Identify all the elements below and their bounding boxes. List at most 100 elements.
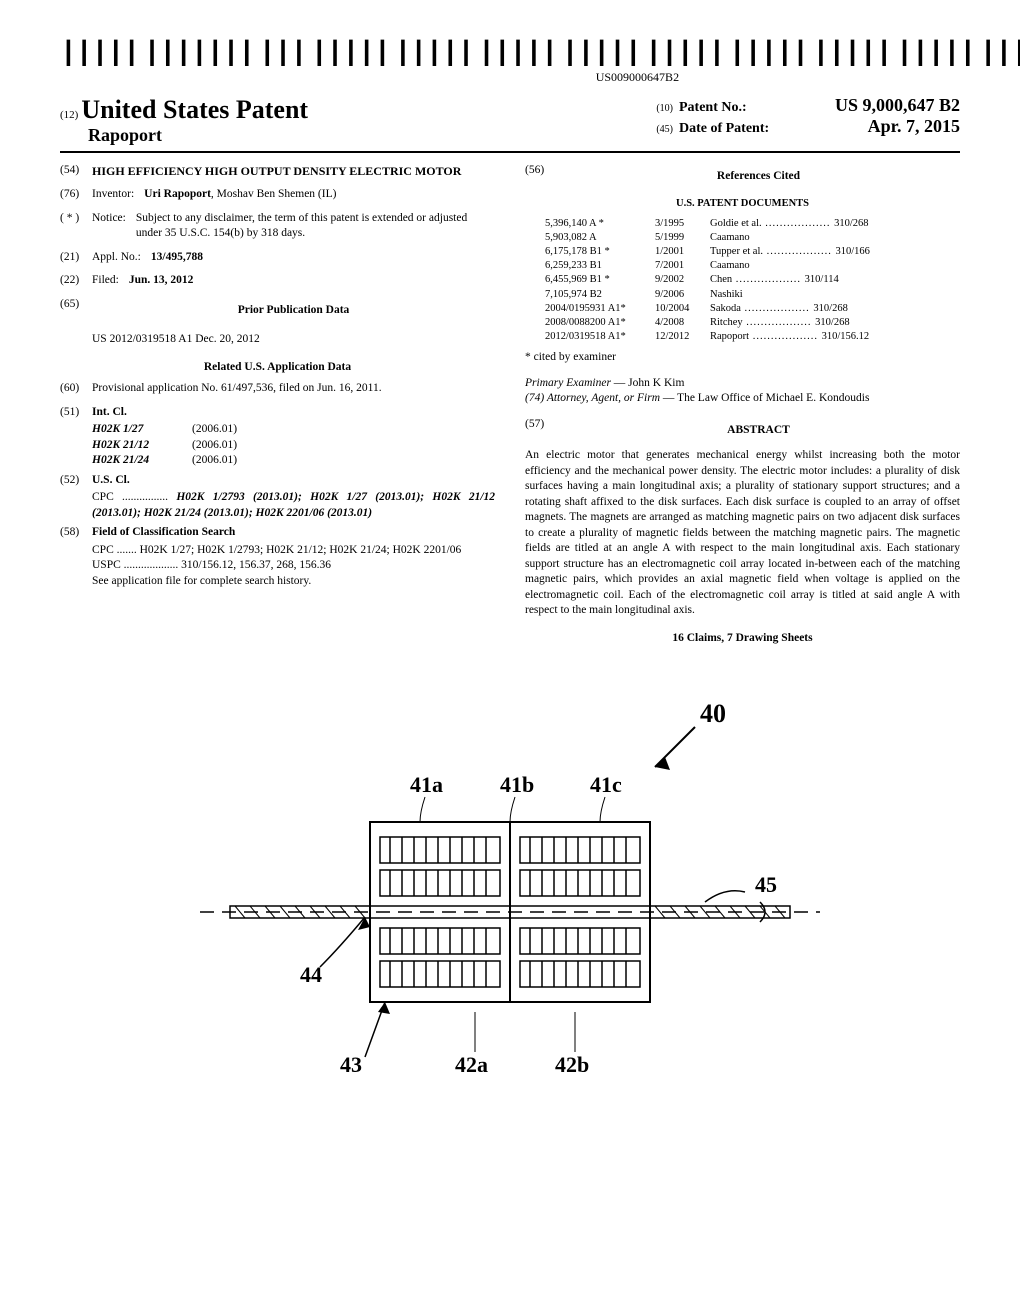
- inventor-label: Inventor:: [92, 187, 134, 203]
- invention-title: HIGH EFFICIENCY HIGH OUTPUT DENSITY ELEC…: [92, 163, 495, 179]
- field-57: (57) ABSTRACT: [525, 417, 960, 445]
- code-21: (21): [60, 250, 92, 266]
- inventor-surname: Rapoport: [88, 125, 308, 146]
- code-56: (56): [525, 163, 557, 191]
- ref-date: 1/2001: [655, 245, 710, 259]
- ref-date: 10/2004: [655, 302, 710, 316]
- date-value: Apr. 7, 2015: [868, 116, 960, 137]
- ref-num: 5,396,140 A *: [545, 217, 655, 231]
- ref-name-text: Goldie et al.: [710, 218, 762, 229]
- intcl-code: H02K 21/12: [92, 438, 192, 454]
- ref-43: 43: [340, 1052, 362, 1077]
- notice-label: Notice:: [92, 211, 126, 242]
- ref-cls: 310/268: [834, 218, 868, 229]
- code-60: (60): [60, 381, 92, 397]
- ref-cls: 310/114: [805, 274, 839, 285]
- figure-area: 40 41a 41b 41c: [60, 692, 960, 1116]
- ref-row: 6,175,178 B1 *1/2001Tupper et al.310/166: [545, 245, 960, 259]
- intcl-row: H02K 21/12(2006.01): [92, 438, 495, 454]
- patent-header: (12) United States Patent Rapoport (10) …: [60, 95, 960, 146]
- code-65: (65): [60, 297, 92, 325]
- code-57: (57): [525, 417, 557, 445]
- right-column: (56) References Cited U.S. PATENT DOCUME…: [525, 163, 960, 652]
- field-58: (58) Field of Classification Search: [60, 525, 495, 541]
- body-columns: (54) HIGH EFFICIENCY HIGH OUTPUT DENSITY…: [60, 163, 960, 652]
- ref-41b: 41b: [500, 772, 534, 797]
- ref-date: 7/2001: [655, 259, 710, 273]
- ref-42a: 42a: [455, 1052, 488, 1077]
- intcl-code: H02K 21/24: [92, 453, 192, 469]
- ref-row: 7,105,974 B29/2006Nashiki: [545, 288, 960, 302]
- barcode-bars: ||||| ||||||| ||| ||||| ||||| ||||| ||||…: [60, 40, 1020, 68]
- claims-line: 16 Claims, 7 Drawing Sheets: [525, 631, 960, 647]
- ref-num: 2012/0319518 A1*: [545, 330, 655, 344]
- search-note: See application file for complete search…: [92, 574, 495, 590]
- ref-row: 5,903,082 A5/1999Caamano: [545, 231, 960, 245]
- ref-name: Ritchey310/268: [710, 316, 960, 330]
- header-right: (10) Patent No.: US 9,000,647 B2 (45) Da…: [656, 95, 960, 137]
- patent-figure: 40 41a 41b 41c: [200, 692, 820, 1112]
- ref-num: 6,175,178 B1 *: [545, 245, 655, 259]
- ref-name: Caamano: [710, 231, 960, 245]
- patent-no-value: US 9,000,647 B2: [835, 95, 960, 116]
- ref-name: Rapoport 310/156.12: [710, 330, 960, 344]
- field-51: (51) Int. Cl.: [60, 405, 495, 421]
- priorpub-heading: Prior Publication Data: [92, 303, 495, 319]
- inventor-name: Uri Rapoport: [144, 188, 211, 200]
- intcl-label: Int. Cl.: [92, 405, 495, 421]
- ref-dots: [749, 331, 822, 342]
- ref-date: 9/2006: [655, 288, 710, 302]
- appl-label: Appl. No.:: [92, 250, 141, 266]
- ref-name-text: Tupper et al.: [710, 246, 763, 257]
- related-heading: Related U.S. Application Data: [60, 360, 495, 376]
- field-76: (76) Inventor: Uri Rapoport, Moshav Ben …: [60, 187, 495, 203]
- code-10: (10): [656, 103, 673, 114]
- ref-name-text: Rapoport: [710, 331, 749, 342]
- filed-value: Jun. 13, 2012: [129, 273, 495, 289]
- code-76: (76): [60, 187, 92, 203]
- ref-row: 2008/0088200 A1*4/2008Ritchey310/268: [545, 316, 960, 330]
- field-56: (56) References Cited: [525, 163, 960, 191]
- search-label: Field of Classification Search: [92, 525, 495, 541]
- examiner-label: Primary Examiner: [525, 377, 611, 389]
- code-22: (22): [60, 273, 92, 289]
- uscl-label: U.S. Cl.: [92, 473, 495, 489]
- date-label: Date of Patent:: [679, 121, 829, 137]
- code-52: (52): [60, 473, 92, 489]
- intcl-row: H02K 1/27(2006.01): [92, 422, 495, 438]
- ref-cls: 310/156.12: [822, 331, 870, 342]
- ref-45: 45: [755, 872, 777, 897]
- ref-name: Sakoda310/268: [710, 302, 960, 316]
- ref-name: Tupper et al.310/166: [710, 245, 960, 259]
- intcl-row: H02K 21/24(2006.01): [92, 453, 495, 469]
- ref-44: 44: [300, 962, 322, 987]
- country-patent-title: United States Patent: [81, 95, 308, 124]
- search-uspc: USPC ................... 310/156.12, 156…: [92, 558, 495, 574]
- refs-table: 5,396,140 A *3/1995Goldie et al.310/268 …: [545, 217, 960, 345]
- barcode: ||||| ||||||| ||| ||||| ||||| ||||| ||||…: [60, 40, 1020, 85]
- cited-note: * cited by examiner: [525, 350, 960, 366]
- ref-dots: [762, 218, 835, 229]
- ref-num: 2004/0195931 A1*: [545, 302, 655, 316]
- ref-num: 6,259,233 B1: [545, 259, 655, 273]
- filed-label: Filed:: [92, 273, 119, 289]
- code-58: (58): [60, 525, 92, 541]
- intcl-year: (2006.01): [192, 438, 237, 454]
- ref-cls: 310/268: [815, 317, 849, 328]
- field-22: (22) Filed: Jun. 13, 2012: [60, 273, 495, 289]
- ref-row: 2012/0319518 A1*12/2012Rapoport310/156.1…: [545, 330, 960, 344]
- cpc-block: CPC ................ H02K 1/2793 (2013.0…: [92, 490, 495, 521]
- cpc-lead: ................: [122, 491, 168, 503]
- barcode-section: ||||| ||||||| ||| ||||| ||||| ||||| ||||…: [60, 40, 960, 85]
- inventor-content: Uri Rapoport, Moshav Ben Shemen (IL): [144, 187, 495, 203]
- ref-42b: 42b: [555, 1052, 589, 1077]
- ref-40: 40: [700, 699, 726, 728]
- refs-sub: U.S. PATENT DOCUMENTS: [525, 197, 960, 211]
- ref-name: Caamano: [710, 259, 960, 273]
- ref-name-text: Sakoda: [710, 303, 741, 314]
- notice-text: Subject to any disclaimer, the term of t…: [136, 211, 495, 242]
- intcl-year: (2006.01): [192, 453, 237, 469]
- header-left: (12) United States Patent Rapoport: [60, 95, 308, 146]
- refs-heading: References Cited: [557, 169, 960, 185]
- ref-41a: 41a: [410, 772, 443, 797]
